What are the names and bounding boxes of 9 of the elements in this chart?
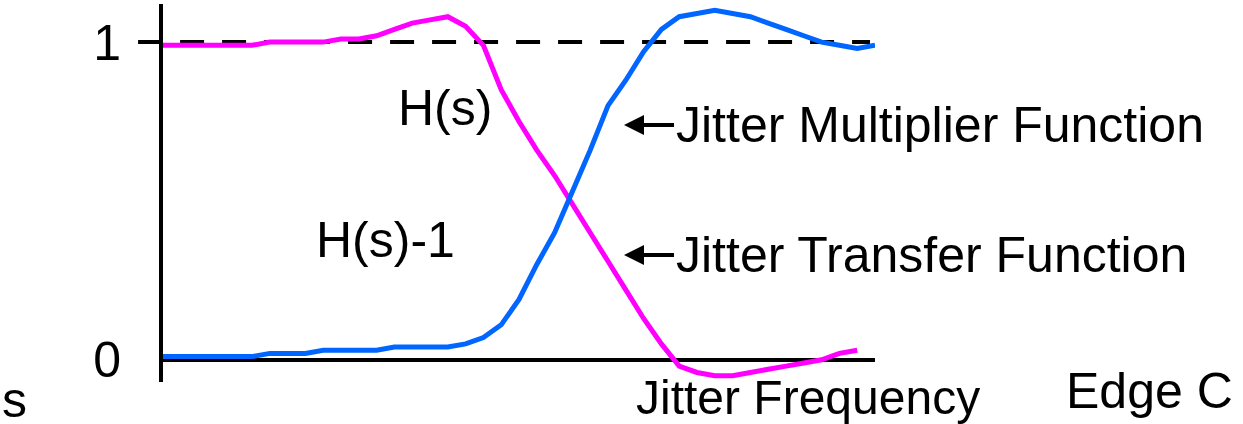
- annotation: H(s)-1: [316, 212, 455, 268]
- text: Edge C: [1066, 363, 1233, 419]
- y-tick-label: 0: [93, 332, 121, 389]
- series-label: Jitter Multiplier Function: [676, 97, 1204, 153]
- series-label: Jitter Transfer Function: [676, 227, 1188, 283]
- text: s: [2, 372, 27, 424]
- y-tick-label: 1: [93, 14, 121, 71]
- x-axis-title: Jitter Frequency: [636, 371, 981, 424]
- annotation: H(s): [398, 80, 493, 136]
